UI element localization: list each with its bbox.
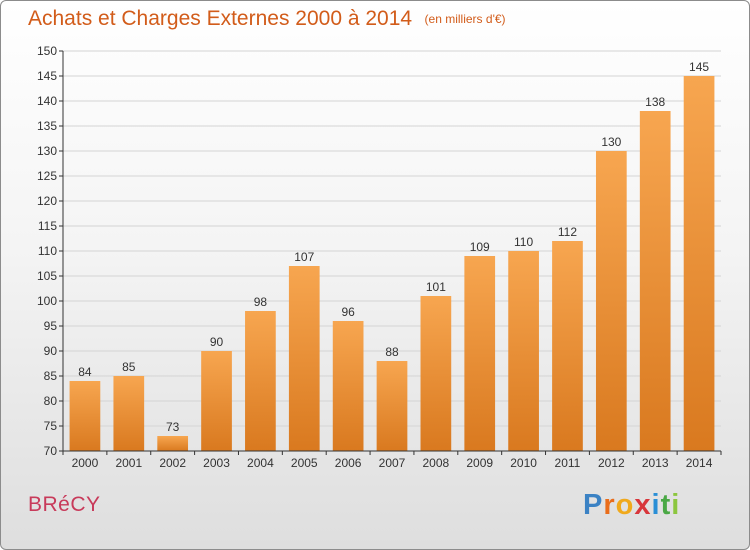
logo-letter: x: [634, 489, 652, 521]
bar: [332, 321, 364, 451]
y-tick-label: 120: [37, 194, 57, 208]
y-tick-label: 130: [37, 144, 57, 158]
bar: [288, 266, 320, 451]
labels: 70 75 80 85 90 95 100 105 110 115 120 125 130 135 140 1…: [37, 44, 713, 470]
logo-letter: r: [603, 489, 616, 521]
y-tick-label: 70: [44, 444, 58, 458]
y-tick-label: 105: [37, 269, 57, 283]
x-tick-label: 2004: [247, 456, 274, 470]
x-tick-label: 2001: [115, 456, 142, 470]
bar: [464, 256, 496, 451]
data-label: 145: [689, 60, 709, 74]
y-tick-label: 80: [44, 394, 58, 408]
logo-letter: i: [651, 489, 661, 521]
x-tick-label: 2014: [686, 456, 713, 470]
x-tick-label: 2003: [203, 456, 230, 470]
y-tick-label: 90: [44, 344, 58, 358]
y-tick-label: 100: [37, 294, 57, 308]
x-tick-label: 2010: [510, 456, 537, 470]
data-label: 101: [426, 280, 446, 294]
logo-letter: t: [660, 489, 672, 521]
bar: [201, 351, 232, 451]
x-tick-label: 2005: [291, 456, 318, 470]
data-label: 110: [514, 235, 533, 249]
bar: [552, 241, 583, 451]
bar: [508, 251, 539, 451]
y-tick-label: 115: [38, 219, 57, 233]
data-label: 85: [122, 360, 136, 374]
y-tick-label: 95: [44, 319, 58, 333]
data-label: 109: [470, 240, 490, 254]
data-label: 96: [341, 305, 355, 319]
x-tick-label: 2002: [159, 456, 186, 470]
data-label: 73: [166, 420, 180, 434]
x-tick-label: 2006: [335, 456, 362, 470]
logo-letter: o: [615, 489, 635, 521]
bar: [245, 311, 276, 451]
data-label: 84: [78, 365, 92, 379]
data-label: 138: [645, 95, 665, 109]
y-tick-label: 140: [37, 94, 57, 108]
x-tick-label: 2011: [555, 456, 581, 470]
data-label: 112: [558, 225, 577, 239]
y-tick-label: 75: [44, 419, 58, 433]
axes: [59, 50, 722, 455]
y-tick-label: 150: [37, 44, 57, 58]
bar: [639, 111, 671, 451]
data-label: 90: [210, 335, 224, 349]
bar: [683, 76, 715, 451]
data-label: 88: [385, 345, 399, 359]
bar: [113, 376, 145, 451]
unit-note: (en milliers d'€): [424, 12, 506, 26]
proxiti-logo: Proxiti: [583, 489, 680, 522]
logo-letter: P: [583, 489, 604, 521]
x-tick-label: 2009: [466, 456, 493, 470]
chart-title: Achats et Charges Externes 2000 à 2014: [28, 7, 413, 30]
bar: [69, 381, 101, 451]
y-tick-label: 145: [37, 69, 57, 83]
bar: [420, 296, 452, 451]
x-tick-label: 2012: [598, 456, 625, 470]
x-tick-label: 2007: [379, 456, 406, 470]
bar: [157, 436, 189, 451]
bar: [376, 361, 408, 451]
x-tick-label: 2008: [423, 456, 450, 470]
chart-title-block: Achats et Charges Externes 2000 à 2014 (…: [28, 7, 506, 31]
y-tick-label: 135: [37, 119, 57, 133]
bars: [69, 76, 715, 451]
y-tick-label: 85: [44, 369, 58, 383]
town-name: BRéCY: [28, 493, 101, 516]
y-tick-label: 125: [37, 169, 57, 183]
x-tick-label: 2000: [72, 456, 99, 470]
logo-letter: i: [671, 489, 681, 521]
x-tick-label: 2013: [642, 456, 669, 470]
data-label: 107: [294, 250, 314, 264]
bar: [595, 151, 627, 451]
y-tick-label: 110: [38, 244, 57, 258]
data-label: 130: [601, 135, 621, 149]
data-label: 98: [254, 295, 268, 309]
